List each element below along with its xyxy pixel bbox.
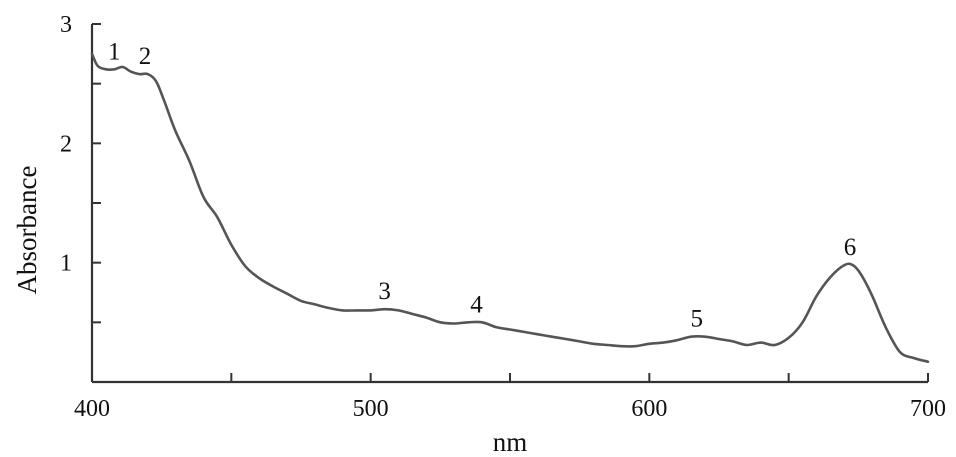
- y-tick-label: 1: [60, 251, 72, 277]
- y-axis-label: Absorbance: [12, 166, 42, 295]
- peak-label-5: 5: [690, 306, 703, 333]
- x-tick-label: 500: [353, 396, 389, 422]
- peak-label-3: 3: [378, 278, 391, 305]
- y-tick-label: 3: [60, 12, 72, 38]
- peak-annotations: 1 2 3 4 5 6: [108, 38, 856, 332]
- x-tick-label: 700: [910, 396, 946, 422]
- peak-label-2: 2: [139, 43, 152, 70]
- peak-label-1: 1: [108, 38, 121, 65]
- y-tick-label: 2: [60, 131, 72, 157]
- spectrum-line: [90, 52, 930, 363]
- peak-label-4: 4: [470, 291, 483, 318]
- peak-label-6: 6: [844, 234, 857, 261]
- x-tick-label: 600: [631, 396, 667, 422]
- x-axis-label: nm: [493, 427, 528, 457]
- series: [90, 52, 930, 363]
- x-tick-label: 400: [74, 396, 110, 422]
